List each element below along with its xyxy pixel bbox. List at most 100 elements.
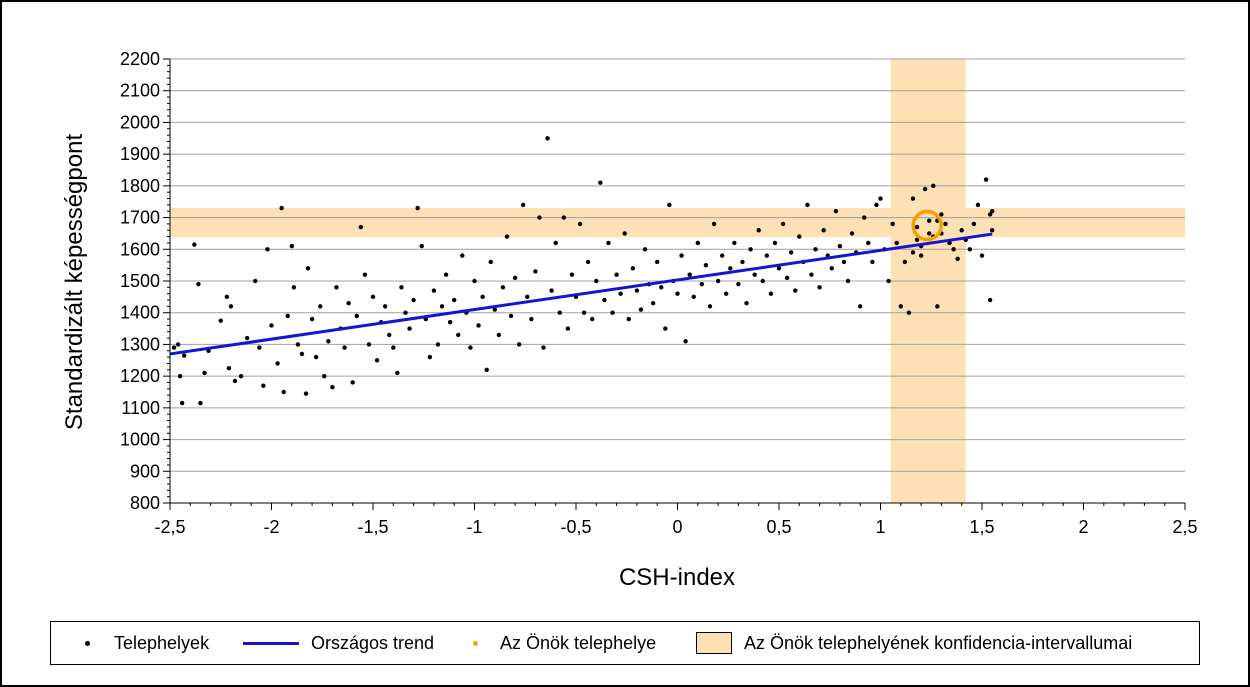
y-tick-label: 2100 — [120, 81, 160, 101]
own-site-marker — [911, 209, 943, 242]
data-point — [650, 301, 656, 306]
data-point — [691, 294, 696, 300]
data-point — [480, 294, 485, 300]
data-point — [756, 228, 761, 233]
data-point — [833, 209, 839, 214]
data-point — [894, 240, 899, 246]
x-tick-label: -0,5 — [560, 517, 591, 537]
data-point — [829, 266, 834, 271]
x-tick-label: 0 — [672, 517, 682, 537]
data-point — [516, 342, 522, 347]
data-point — [780, 221, 786, 227]
data-point — [724, 291, 729, 296]
data-point — [679, 253, 684, 258]
data-point — [395, 370, 400, 376]
data-point — [858, 304, 863, 309]
data-point — [492, 307, 497, 312]
data-point — [772, 240, 778, 246]
data-point — [805, 202, 810, 208]
data-point — [443, 272, 449, 277]
data-point — [303, 391, 309, 396]
data-point — [695, 240, 700, 246]
data-point — [557, 310, 562, 315]
data-point — [902, 259, 908, 265]
data-point — [585, 259, 591, 265]
data-point — [732, 240, 737, 246]
y-tick-label: 1200 — [120, 366, 160, 386]
legend-item-confidence: Az Önök telephelyének konfidencia-interv… — [696, 622, 1132, 664]
y-tick-label: 1900 — [120, 144, 160, 164]
data-point — [496, 332, 502, 338]
data-point — [813, 247, 818, 252]
data-point — [435, 342, 441, 347]
data-point — [192, 242, 197, 247]
own-site-layer — [911, 209, 943, 242]
data-point — [886, 278, 891, 284]
tick-labels: 800 900 1000 1100 1200 1300 1400 1500 1600 1700 18… — [120, 49, 1198, 537]
data-point — [342, 345, 347, 350]
data-point — [175, 342, 181, 347]
data-point — [366, 342, 372, 347]
data-point — [626, 316, 631, 322]
data-point — [667, 202, 672, 208]
data-point — [715, 278, 721, 284]
y-tick-label: 1700 — [120, 208, 160, 228]
data-point — [975, 202, 981, 208]
data-point — [918, 253, 924, 258]
data-point — [910, 250, 916, 255]
data-point — [797, 234, 802, 239]
data-point — [228, 304, 234, 309]
y-tick-label: 800 — [130, 493, 160, 513]
data-point — [914, 237, 920, 242]
data-point — [541, 345, 546, 350]
data-point — [218, 318, 223, 323]
data-point — [350, 380, 355, 385]
data-point — [488, 259, 493, 265]
data-point — [537, 215, 542, 220]
data-point — [939, 212, 944, 217]
data-point — [642, 247, 648, 252]
y-tick-label: 1500 — [120, 271, 160, 291]
data-point — [391, 345, 396, 350]
data-point — [549, 288, 554, 293]
data-point — [382, 304, 388, 309]
data-point — [614, 272, 619, 277]
data-point — [504, 234, 510, 239]
data-point — [326, 339, 331, 344]
data-point — [291, 285, 297, 290]
data-point — [943, 221, 948, 227]
data-point — [979, 253, 985, 258]
data-point — [744, 301, 749, 306]
data-point — [630, 266, 636, 271]
data-point — [845, 278, 851, 284]
confidence-band-horizontal — [170, 208, 1185, 238]
data-point — [951, 247, 956, 252]
data-point — [553, 240, 558, 246]
x-tick-label: -1,5 — [357, 517, 388, 537]
data-point — [299, 351, 305, 357]
data-point — [318, 304, 323, 309]
data-point — [719, 253, 725, 258]
data-point — [659, 285, 664, 290]
data-point — [403, 310, 408, 315]
data-point — [182, 353, 187, 358]
legend-label-points: Telephelyek — [114, 632, 210, 653]
data-point — [269, 323, 274, 328]
data-point — [281, 389, 286, 395]
data-point — [261, 383, 266, 388]
data-point — [456, 332, 461, 338]
data-point — [569, 272, 575, 277]
data-point — [330, 385, 335, 390]
data-point — [354, 313, 359, 319]
data-point — [622, 231, 627, 236]
data-point — [634, 288, 640, 293]
data-point — [955, 256, 960, 261]
data-point — [224, 294, 230, 300]
data-point — [279, 205, 284, 211]
y-axis-title: Standardizált képességpont — [61, 134, 88, 431]
line-icon — [243, 641, 299, 645]
data-point — [565, 326, 571, 331]
data-point — [581, 310, 587, 315]
data-point — [508, 313, 514, 319]
